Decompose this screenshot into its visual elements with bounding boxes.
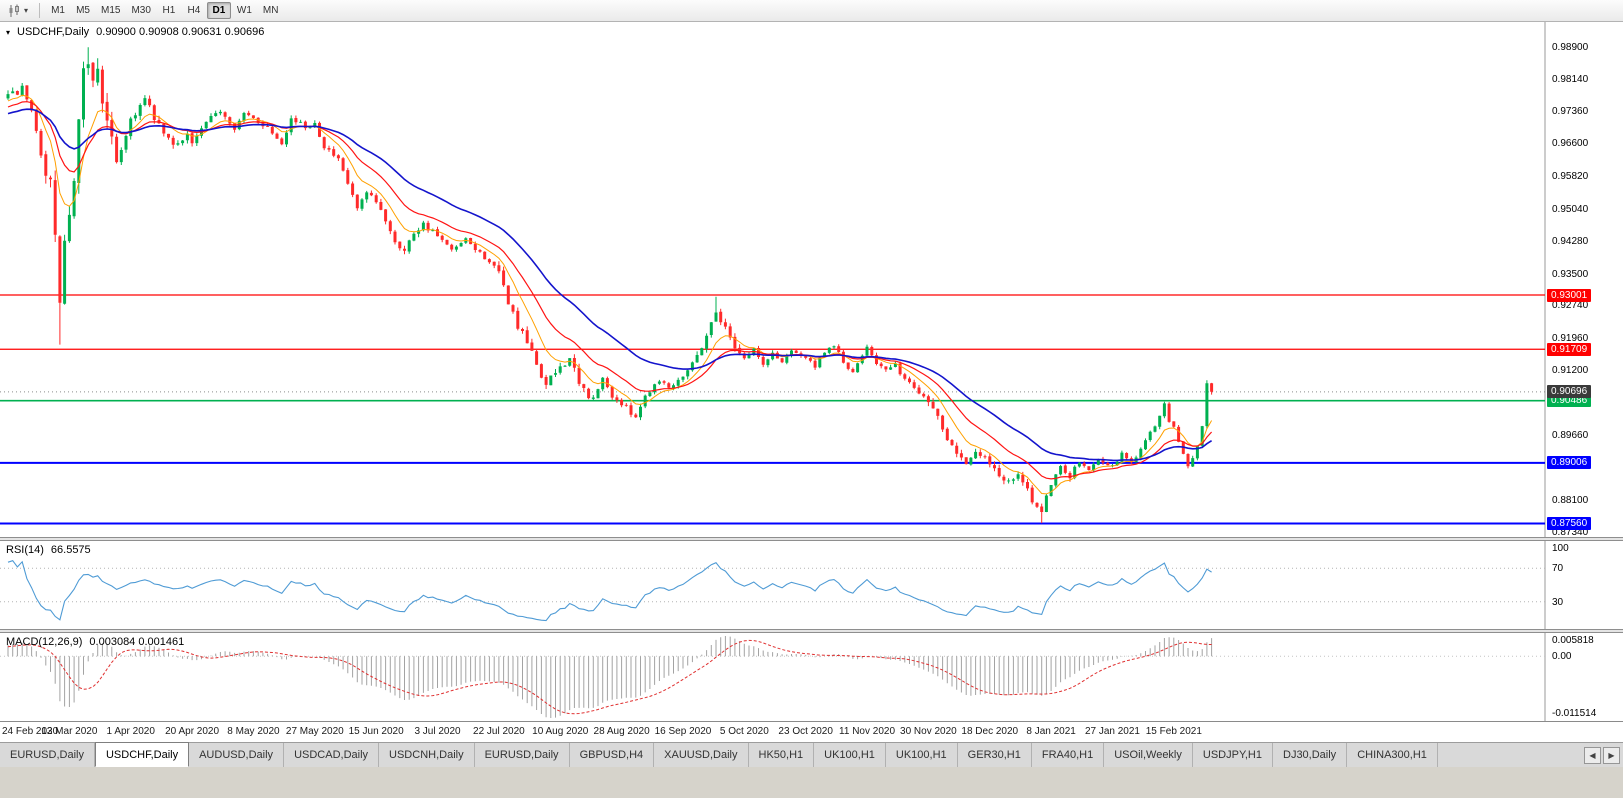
chart-tab-uk100-h1[interactable]: UK100,H1 [814,743,886,767]
macd-histogram [7,636,1213,718]
chart-tab-xauusd-daily[interactable]: XAUUSD,Daily [654,743,749,767]
collapse-caret-icon[interactable]: ▾ [6,27,11,37]
tab-scroll-right-button[interactable]: ▶ [1603,746,1620,764]
chart-tab-china300-h1[interactable]: CHINA300,H1 [1347,743,1438,767]
rsi-panel: RSI(14) 66.5575 100 70 30 [0,541,1623,629]
date-label-5-oct-2020: 5 Oct 2020 [719,726,769,737]
rsi-chart-canvas[interactable] [0,541,1623,629]
chart-type-button[interactable]: ▾ [4,2,33,20]
panel-splitter-2[interactable] [0,629,1623,633]
date-label-27-jan-2021: 27 Jan 2021 [1084,726,1140,737]
price-chart-canvas[interactable] [0,22,1623,537]
date-label-10-aug-2020: 10 Aug 2020 [532,726,589,737]
macd-title: MACD(12,26,9) [6,636,83,648]
date-label-11-nov-2020: 11 Nov 2020 [839,726,896,737]
chart-tab-fra40-h1[interactable]: FRA40,H1 [1031,743,1105,767]
chart-symbol-period: USDCHF,Daily [17,26,90,38]
macd-signal-line [7,639,1212,715]
timeframe-button-h1[interactable]: H1 [162,5,176,16]
up-candle-bodies [6,64,1209,513]
date-label-18-dec-2020: 18 Dec 2020 [961,726,1019,737]
date-label-8-may-2020: 8 May 2020 [227,726,280,737]
window-background [0,767,1623,798]
ma-slow-line [7,108,1213,462]
tab-scroll-left-button[interactable]: ◀ [1584,746,1601,764]
date-axis: 24 Feb 2020 13 Mar 2020 1 Apr 2020 20 Apr 2… [0,721,1623,742]
up-candle-wicks [7,47,1208,513]
date-label-8-jan-2021: 8 Jan 2021 [1026,726,1076,737]
date-label-23-oct-2020: 23 Oct 2020 [778,726,833,737]
date-label-22-jul-2020: 22 Jul 2020 [473,726,525,737]
macd-values: 0.003084 0.001461 [89,636,185,648]
date-label-16-sep-2020: 16 Sep 2020 [654,726,712,737]
rsi-indicator-label: RSI(14) 66.5575 [6,544,91,556]
timeframe-button-m1[interactable]: M1 [51,5,65,16]
chart-tab-audusd-daily[interactable]: AUDUSD,Daily [189,743,285,767]
rsi-title: RSI(14) [6,544,44,556]
chart-tab-uk100-h1[interactable]: UK100,H1 [885,743,958,767]
date-label-15-feb-2021: 15 Feb 2021 [1145,726,1202,737]
date-label-28-aug-2020: 28 Aug 2020 [593,726,650,737]
chart-tab-usdcnh-daily[interactable]: USDCNH,Daily [379,743,475,767]
toolbar-separator [39,3,41,18]
chart-tab-usdjpy-h1[interactable]: USDJPY,H1 [1192,743,1273,767]
timeframe-toolbar: ▾ M1 M5 M15 M30 H1 H4 D1 W1 MN [0,0,1623,22]
chart-tab-gbpusd-h4[interactable]: GBPUSD,H4 [569,743,655,767]
date-label-3-jul-2020: 3 Jul 2020 [414,726,461,737]
price-panel: ▾ USDCHF,Daily 0.90900 0.90908 0.90631 0… [0,22,1623,538]
timeframe-button-h4[interactable]: H4 [187,5,201,16]
chart-tab-dj30-daily[interactable]: DJ30,Daily [1273,743,1348,767]
chart-tab-eurusd-daily[interactable]: EURUSD,Daily [474,743,570,767]
chart-ohlc-values: 0.90900 0.90908 0.90631 0.90696 [96,26,265,38]
chart-title: ▾ USDCHF,Daily 0.90900 0.90908 0.90631 0… [6,26,264,38]
panel-splitter-1[interactable] [0,537,1623,541]
date-label-30-nov-2020: 30 Nov 2020 [900,726,957,737]
rsi-line [7,560,1212,622]
timeframe-button-m15[interactable]: M15 [101,5,121,16]
chart-tab-hk50-h1[interactable]: HK50,H1 [748,743,815,767]
timeframe-button-m30[interactable]: M30 [131,5,151,16]
chart-tab-bar: EURUSD,Daily USDCHF,Daily AUDUSD,Daily USDC… [0,742,1623,767]
chart-tab-eurusd-daily[interactable]: EURUSD,Daily [0,743,95,767]
date-label-15-jun-2020: 15 Jun 2020 [348,726,404,737]
date-label-13-mar-2020: 13 Mar 2020 [41,726,98,737]
date-label-1-apr-2020: 1 Apr 2020 [106,726,155,737]
chart-tab-ger30-h1[interactable]: GER30,H1 [957,743,1032,767]
macd-panel: MACD(12,26,9) 0.003084 0.001461 0.005818… [0,633,1623,721]
timeframe-button-d1[interactable]: D1 [206,2,231,19]
macd-indicator-label: MACD(12,26,9) 0.003084 0.001461 [6,636,184,648]
chart-tab-usoil-weekly[interactable]: USOil,Weekly [1104,743,1193,767]
timeframe-button-m5[interactable]: M5 [76,5,90,16]
ma-mid-line [7,101,1213,480]
chart-window: ▾ USDCHF,Daily 0.90900 0.90908 0.90631 0… [0,22,1623,742]
rsi-value: 66.5575 [50,544,91,556]
macd-chart-canvas[interactable] [0,633,1623,721]
chart-tab-usdchf-daily[interactable]: USDCHF,Daily [94,742,190,767]
timeframe-button-w1[interactable]: W1 [236,5,252,16]
date-label-24-feb-2020: 24 Feb 2020 [2,726,59,737]
chart-tab-usdcad-daily[interactable]: USDCAD,Daily [284,743,380,767]
date-label-20-apr-2020: 20 Apr 2020 [165,726,220,737]
timeframe-button-mn[interactable]: MN [262,5,279,16]
chart-type-dropdown-caret-icon: ▾ [24,6,29,15]
candlestick-chart-icon [9,4,19,17]
date-label-27-may-2020: 27 May 2020 [285,726,344,737]
